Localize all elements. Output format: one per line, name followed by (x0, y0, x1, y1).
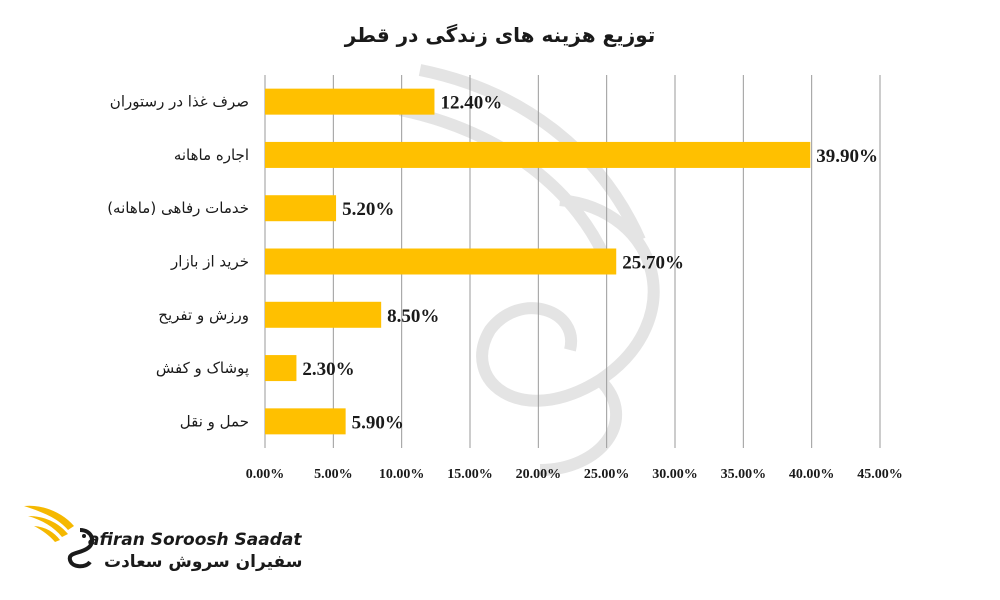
bar (265, 355, 297, 382)
x-tick-label: 15.00% (447, 467, 493, 482)
value-label: 25.70% (622, 253, 684, 274)
chart-title: توزیع هزینه های زندگی در قطر (344, 23, 656, 47)
category-label: خرید از بازار (170, 253, 249, 271)
bar (265, 195, 337, 222)
category-label: خدمات رفاهی (ماهانه) (107, 199, 249, 217)
bar (265, 248, 617, 275)
brand-logo: afiran Soroosh Saadat سفیران سروش سعادت (22, 496, 302, 576)
value-label: 39.90% (816, 146, 878, 167)
value-label: 8.50% (387, 306, 439, 327)
bar (265, 88, 435, 115)
brand-name-persian: سفیران سروش سعادت (104, 552, 303, 572)
bar (265, 141, 811, 168)
bars: صرف غذا در رستوران 12.40% اجاره ماهانه 39.9… (107, 88, 878, 435)
watermark-logo (398, 64, 660, 476)
winged-s-logo-icon (24, 505, 95, 569)
bar (265, 301, 382, 328)
bar-chart: توزیع هزینه های زندگی در قطر صرف غذا در … (107, 23, 903, 482)
x-tick-label: 10.00% (379, 467, 425, 482)
value-label: 12.40% (440, 93, 502, 114)
category-label: صرف غذا در رستوران (110, 93, 249, 111)
x-tick-label: 20.00% (516, 467, 562, 482)
category-label: اجاره ماهانه (174, 146, 249, 164)
value-label: 5.90% (352, 412, 404, 433)
x-tick-label: 35.00% (721, 467, 767, 482)
x-tick-label: 25.00% (584, 467, 630, 482)
x-tick-label: 45.00% (857, 467, 903, 482)
value-label: 5.20% (342, 199, 394, 220)
x-tick-label: 40.00% (789, 467, 835, 482)
value-label: 2.30% (302, 359, 354, 380)
category-label: پوشاک و کفش (156, 359, 249, 378)
x-tick-label: 5.00% (314, 467, 353, 482)
x-tick-label: 30.00% (652, 467, 698, 482)
category-label: حمل و نقل (180, 412, 249, 430)
brand-name-english: afiran Soroosh Saadat (88, 530, 302, 550)
bar (265, 408, 346, 435)
x-tick-label: 0.00% (246, 467, 285, 482)
category-label: ورزش و تفریح (158, 306, 249, 324)
x-axis-ticks: 0.00% 5.00% 10.00% 15.00% 20.00% 25.00% 30.00%… (246, 467, 903, 482)
